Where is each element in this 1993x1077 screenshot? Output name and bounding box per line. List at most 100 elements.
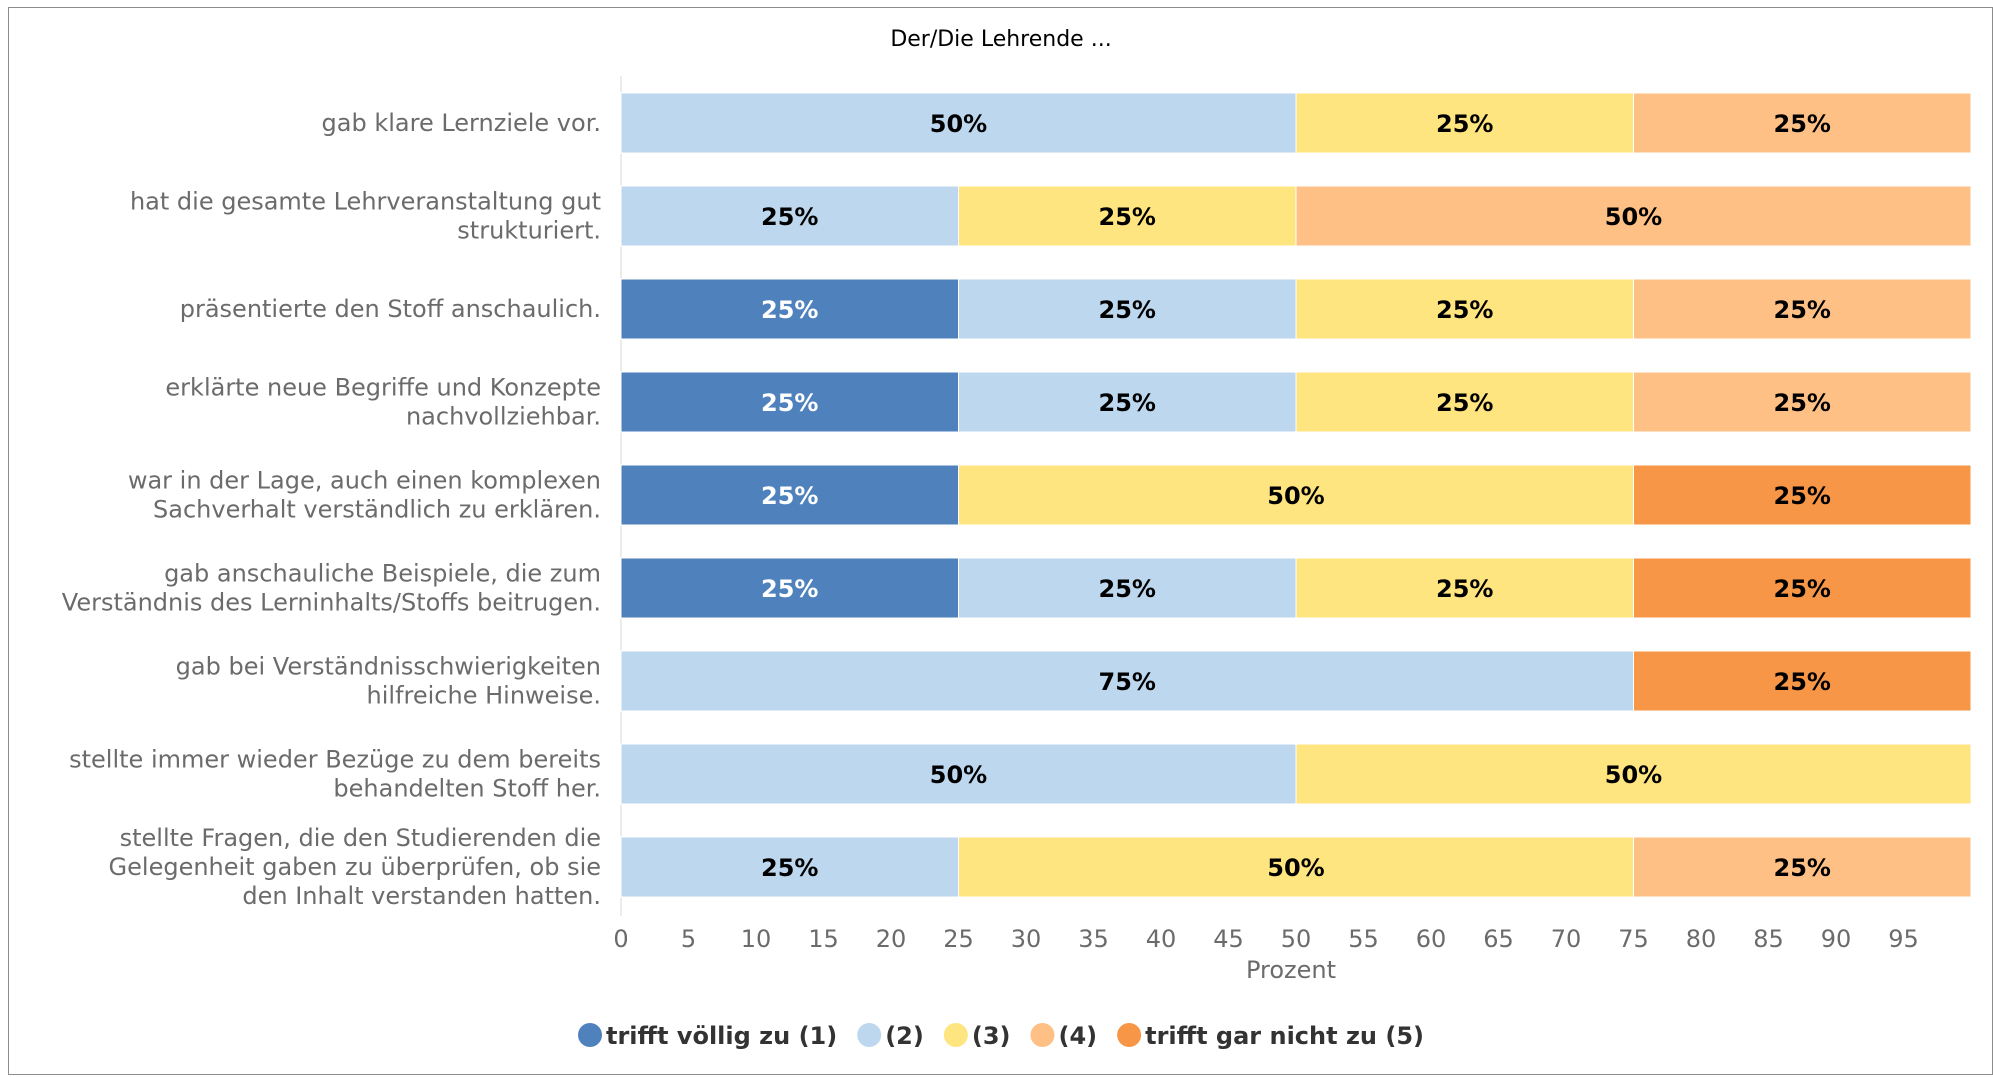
- legend-item: (4): [1030, 1022, 1097, 1050]
- category-label-line: war in der Lage, auch einen komplexen: [128, 467, 601, 495]
- legend-label: (4): [1058, 1022, 1097, 1050]
- data-label: 25%: [1774, 110, 1831, 138]
- bar-segment: [958, 464, 1634, 526]
- legend: trifft völlig zu (1) (2) (3) (4) trifft gar …: [578, 1022, 1424, 1050]
- data-label: 25%: [1436, 296, 1493, 324]
- category-label: war in der Lage, auch einen komplexen Sac…: [128, 467, 601, 524]
- x-tick-label: 95: [1888, 925, 1919, 953]
- category-label: erklärte neue Begriffe und Konzepte nachv…: [165, 374, 601, 431]
- data-label: 25%: [1436, 575, 1493, 603]
- data-label: 50%: [1267, 482, 1324, 510]
- x-tick-label: 60: [1416, 925, 1447, 953]
- bar-segment: [620, 743, 1297, 805]
- data-label: 25%: [761, 854, 818, 882]
- category-label: präsentierte den Stoff anschaulich.: [180, 295, 601, 323]
- data-label: 25%: [1774, 389, 1831, 417]
- data-label: 50%: [930, 110, 987, 138]
- category-label: gab bei Verständnisschwierigkeiten hilfre…: [176, 653, 601, 710]
- x-axis-title: Prozent: [1246, 956, 1336, 984]
- legend-marker: [943, 1023, 968, 1047]
- data-label: 25%: [1774, 575, 1831, 603]
- x-tick-label: 65: [1483, 925, 1514, 953]
- bar-segment: [1633, 464, 1972, 526]
- bar-segment: [1295, 743, 1972, 805]
- category-label-line: gab klare Lernziele vor.: [322, 109, 601, 137]
- x-tick-label: 70: [1551, 925, 1582, 953]
- bar-segment: [958, 557, 1297, 619]
- bar-segment: [1295, 371, 1634, 433]
- legend-marker: [1030, 1023, 1055, 1047]
- bar-segment: [620, 92, 1297, 154]
- legend-marker: [1117, 1023, 1142, 1047]
- bar-segment: [1633, 278, 1972, 340]
- chart-title: Der/Die Lehrende ...: [890, 27, 1111, 52]
- x-tick-label: 10: [741, 925, 772, 953]
- data-label: 25%: [1774, 854, 1831, 882]
- bar-segment: [1295, 92, 1634, 154]
- data-label: 25%: [761, 296, 818, 324]
- category-label-line: stellte Fragen, die den Studierenden die: [120, 824, 601, 852]
- bar-segment: [1633, 92, 1972, 154]
- category-label-line: Sachverhalt verständlich zu erklären.: [153, 496, 601, 524]
- category-label-line: Gelegenheit gaben zu überprüfen, ob sie: [109, 853, 601, 881]
- data-label: 25%: [1099, 296, 1156, 324]
- data-label: 75%: [1099, 668, 1156, 696]
- category-label-line: behandelten Stoff her.: [333, 775, 601, 803]
- data-label: 50%: [930, 761, 987, 789]
- data-label: 25%: [761, 203, 818, 231]
- x-tick-label: 5: [681, 925, 696, 953]
- category-labels: gab klare Lernziele vor. hat die gesamte …: [62, 109, 601, 910]
- x-tick-label: 35: [1078, 925, 1109, 953]
- x-tick-label: 45: [1213, 925, 1244, 953]
- category-label-line: hilfreiche Hinweise.: [367, 682, 601, 710]
- x-tick-label: 15: [808, 925, 839, 953]
- legend-label: (2): [885, 1022, 924, 1050]
- bar-segment: [1633, 650, 1972, 712]
- x-tick-label: 0: [613, 925, 628, 953]
- legend-label: trifft gar nicht zu (5): [1145, 1022, 1424, 1050]
- bar-segment: [620, 650, 1634, 712]
- x-tick-label: 25: [943, 925, 974, 953]
- legend-item: (2): [857, 1022, 924, 1050]
- legend-item: trifft gar nicht zu (5): [1117, 1022, 1424, 1050]
- category-label-line: hat die gesamte Lehrveranstaltung gut: [130, 188, 601, 216]
- bar-segment: [620, 557, 959, 619]
- data-label: 25%: [1099, 389, 1156, 417]
- bar-segment: [1295, 557, 1634, 619]
- category-label-line: erklärte neue Begriffe und Konzepte: [165, 374, 601, 402]
- legend-marker: [857, 1023, 882, 1047]
- category-label-line: den Inhalt verstanden hatten.: [242, 882, 601, 910]
- category-label: stellte immer wieder Bezüge zu dem berei…: [69, 746, 601, 803]
- x-tick-label: 90: [1821, 925, 1852, 953]
- data-label: 25%: [1774, 482, 1831, 510]
- data-label: 25%: [761, 389, 818, 417]
- category-label-line: strukturiert.: [457, 217, 601, 245]
- data-label: 25%: [1436, 110, 1493, 138]
- category-label: gab klare Lernziele vor.: [322, 109, 601, 137]
- stacked-bar-chart: Der/Die Lehrende ... gab klare Lernziele…: [62, 27, 1972, 1050]
- bars: 50% 25% 25% 25% 25% 50% 25% 25% 25% 25% 25% 25% 25% 2…: [620, 92, 1972, 898]
- x-tick-label: 50: [1281, 925, 1312, 953]
- bar-segment: [620, 464, 959, 526]
- data-label: 25%: [1099, 203, 1156, 231]
- chart-frame: Der/Die Lehrende ... gab klare Lernziele…: [8, 7, 1993, 1075]
- category-label-line: gab bei Verständnisschwierigkeiten: [176, 653, 601, 681]
- data-label: 25%: [1436, 389, 1493, 417]
- legend-marker: [578, 1023, 602, 1047]
- bar-segment: [620, 836, 959, 898]
- x-tick-label: 30: [1011, 925, 1042, 953]
- data-label: 25%: [761, 575, 818, 603]
- x-tick-label: 40: [1146, 925, 1177, 953]
- category-label: gab anschauliche Beispiele, die zum Verst…: [62, 560, 601, 617]
- data-label: 25%: [1099, 575, 1156, 603]
- bar-segment: [620, 371, 959, 433]
- category-label-line: präsentierte den Stoff anschaulich.: [180, 295, 601, 323]
- x-tick-label: 80: [1686, 925, 1717, 953]
- x-tick-label: 85: [1753, 925, 1784, 953]
- data-label: 50%: [1267, 854, 1324, 882]
- bar-segment: [958, 278, 1297, 340]
- category-label: hat die gesamte Lehrveranstaltung gut str…: [130, 188, 601, 245]
- bar-segment: [1295, 185, 1972, 247]
- bar-segment: [1633, 371, 1972, 433]
- data-label: 25%: [761, 482, 818, 510]
